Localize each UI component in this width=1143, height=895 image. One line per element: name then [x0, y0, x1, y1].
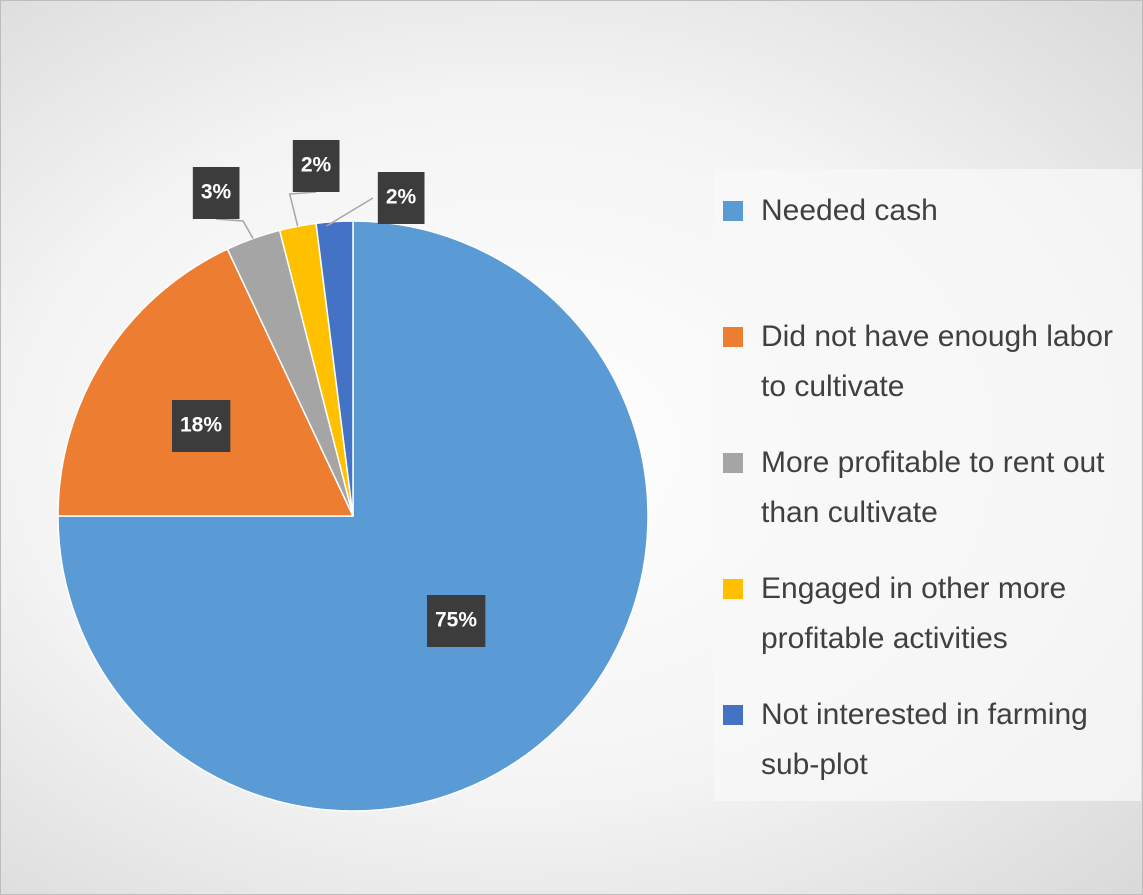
data-label-text: 3% [201, 181, 232, 204]
pie-slice [57, 248, 355, 517]
data-label-text: 75% [435, 609, 477, 632]
data-label-box [192, 167, 240, 219]
data-label-box [292, 140, 340, 192]
leader-line [288, 191, 317, 227]
data-label-text: 18% [180, 414, 222, 437]
pie-area: 75% 18% 3% 2% 2% [57, 140, 649, 812]
legend: Needed cash Did not have enough labor to … [714, 169, 1141, 801]
data-label: 18% [171, 400, 231, 452]
legend-label: More profitable to rent out than cultiva… [761, 446, 1105, 529]
legend-swatch [723, 327, 743, 347]
legend-label: Engaged in other more profitable activit… [761, 572, 1067, 655]
legend-swatch [723, 201, 743, 221]
data-label-box [377, 172, 425, 224]
leader-line [215, 218, 254, 239]
data-label: 2% [377, 172, 425, 224]
data-label-text: 2% [301, 154, 332, 177]
data-label-box [171, 400, 231, 452]
legend-swatch [723, 453, 743, 473]
data-label-text: 2% [386, 186, 417, 209]
data-label: 2% [292, 140, 340, 192]
data-label: 3% [192, 167, 240, 219]
legend-swatch [723, 579, 743, 599]
data-label-box [426, 595, 486, 647]
data-label: 75% [426, 595, 486, 647]
legend-swatch [723, 705, 743, 725]
legend-label: Needed cash [761, 194, 938, 227]
legend-label: Did not have enough labor to cultivate [761, 320, 1113, 403]
legend-label: Not interested in farming sub-plot [761, 698, 1088, 781]
leader-line [326, 197, 374, 227]
pie-slice [57, 220, 649, 812]
